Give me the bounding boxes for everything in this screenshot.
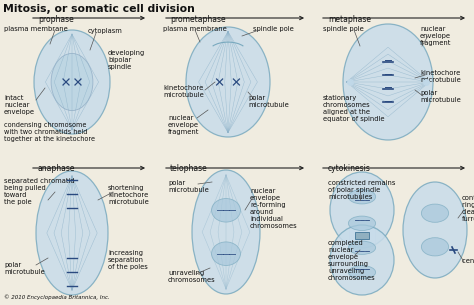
Text: polar
microtubule: polar microtubule	[168, 180, 209, 193]
Text: unraveling
chromosomes: unraveling chromosomes	[168, 270, 216, 283]
Text: condensing chromosome
with two chromatids held
together at the kinetochore: condensing chromosome with two chromatid…	[4, 122, 95, 142]
Text: cytoplasm: cytoplasm	[88, 28, 123, 34]
Text: prophase: prophase	[38, 15, 74, 24]
Text: nuclear
envelope
fragment: nuclear envelope fragment	[168, 115, 200, 135]
Bar	[355, 232, 369, 239]
Text: intact
nuclear
envelope: intact nuclear envelope	[4, 95, 35, 115]
Text: cytokinesis: cytokinesis	[328, 164, 371, 173]
Text: kinetochore
microtubule: kinetochore microtubule	[420, 70, 461, 83]
Text: spindle pole: spindle pole	[323, 26, 364, 32]
Ellipse shape	[211, 242, 240, 265]
Text: spindle pole: spindle pole	[253, 26, 294, 32]
Text: polar
microtubule: polar microtubule	[248, 95, 289, 108]
Ellipse shape	[186, 27, 270, 137]
Ellipse shape	[348, 266, 375, 279]
Text: stationary
chromosomes
aligned at the
equator of spindle: stationary chromosomes aligned at the eq…	[323, 95, 384, 122]
Ellipse shape	[421, 204, 448, 222]
Text: polar
microtubule: polar microtubule	[420, 90, 461, 103]
Bar	[349, 227, 375, 242]
Text: completed
nuclear
envelope
surrounding
unraveling
chromosomes: completed nuclear envelope surrounding u…	[328, 240, 375, 281]
Ellipse shape	[348, 189, 375, 204]
Text: nuclear
envelope
fragment: nuclear envelope fragment	[420, 26, 451, 46]
Ellipse shape	[348, 241, 375, 254]
Text: Mitosis, or somatic cell division: Mitosis, or somatic cell division	[3, 4, 195, 14]
Text: increasing
separation
of the poles: increasing separation of the poles	[108, 250, 148, 270]
Ellipse shape	[51, 53, 93, 111]
Ellipse shape	[403, 182, 467, 278]
Text: separated chromatid
being pulled
toward
the pole: separated chromatid being pulled toward …	[4, 178, 74, 205]
Ellipse shape	[330, 172, 394, 248]
Ellipse shape	[211, 199, 240, 222]
Text: nuclear
envelope
re-forming
around
individual
chromosomes: nuclear envelope re-forming around indiv…	[250, 188, 298, 229]
Text: polar
microtubule: polar microtubule	[4, 262, 45, 275]
Text: shortening
kinetochore
microtubule: shortening kinetochore microtubule	[108, 185, 149, 205]
Ellipse shape	[34, 30, 110, 134]
Text: plasma membrane: plasma membrane	[4, 26, 68, 32]
Ellipse shape	[36, 171, 108, 295]
Text: metaphase: metaphase	[328, 15, 371, 24]
Text: constricted remains
of polar spindle
microtubules: constricted remains of polar spindle mic…	[328, 180, 395, 200]
Text: plasma membrane: plasma membrane	[163, 26, 227, 32]
Ellipse shape	[348, 216, 375, 231]
Ellipse shape	[192, 170, 260, 294]
Text: developing
bipolar
spindle: developing bipolar spindle	[108, 50, 145, 70]
Ellipse shape	[421, 238, 448, 256]
Text: anaphase: anaphase	[38, 164, 75, 173]
Text: centriole pair: centriole pair	[462, 258, 474, 264]
Text: prometaphase: prometaphase	[170, 15, 226, 24]
Ellipse shape	[343, 24, 433, 140]
Text: © 2010 Encyclopaedia Britannica, Inc.: © 2010 Encyclopaedia Britannica, Inc.	[4, 294, 110, 300]
Text: telophase: telophase	[170, 164, 208, 173]
Text: kinetochore
microtubule: kinetochore microtubule	[163, 85, 204, 98]
Ellipse shape	[330, 225, 394, 295]
Text: contractile
ring creating
cleavage
furrow: contractile ring creating cleavage furro…	[462, 195, 474, 222]
